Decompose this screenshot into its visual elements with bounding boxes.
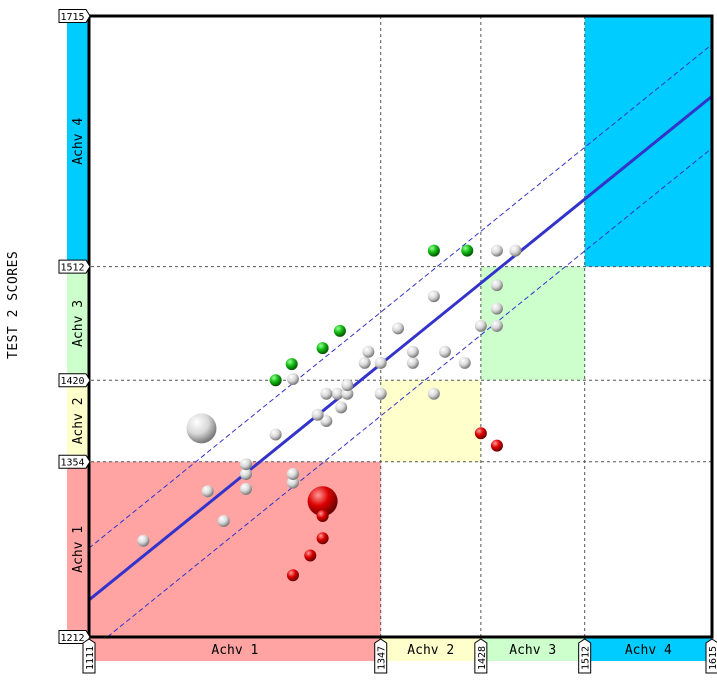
regression-lines: [89, 44, 712, 637]
y-band-strip-1: [67, 461, 89, 637]
data-point: [427, 244, 440, 257]
data-point: [374, 356, 387, 369]
y-tick-tag: [58, 454, 91, 469]
data-point: [269, 428, 282, 441]
y-tick-label: 1715: [60, 12, 84, 23]
axis-labels: Achv 1 Achv 2 Achv 3 Achv 4 Achv 1 Achv 2 Achv…: [58, 9, 717, 674]
data-point: [269, 374, 282, 387]
data-point: [137, 534, 150, 547]
data-point: [239, 482, 252, 495]
data-point: [392, 322, 405, 335]
data-point: [320, 387, 333, 400]
data-point: [490, 439, 503, 452]
x-band-label-3: Achv 3: [509, 643, 556, 658]
achv-box-1: [89, 461, 381, 637]
data-point: [358, 356, 371, 369]
x-band-strip-3: [480, 637, 585, 661]
data-point: [239, 468, 252, 481]
data-point: [316, 342, 329, 355]
y-tick-label: 1212: [60, 633, 84, 644]
y-band-label-2: Achv 2: [71, 397, 86, 444]
data-point: [341, 379, 354, 392]
data-point: [316, 510, 329, 523]
data-point: [333, 324, 346, 337]
data-point: [341, 387, 354, 400]
x-band-label-2: Achv 2: [407, 643, 454, 658]
x-tick-tag: [374, 638, 388, 674]
plot-frame: [87, 14, 714, 639]
data-point: [331, 387, 344, 400]
data-point: [474, 427, 487, 440]
data-point: [490, 319, 503, 332]
data-point: [307, 486, 338, 517]
x-tick-label: 1347: [377, 646, 388, 670]
data-point: [286, 476, 299, 489]
y-band-strip-4: [67, 16, 89, 267]
x-tick-tag: [578, 638, 592, 674]
data-point: [406, 356, 419, 369]
y-band-label-3: Achv 3: [71, 300, 86, 347]
data-point: [406, 345, 419, 358]
plot-border: [87, 14, 714, 639]
x-band-label-1: Achv 1: [211, 643, 258, 658]
data-point: [427, 290, 440, 303]
data-point: [509, 244, 522, 257]
x-band-strip-1: [89, 637, 381, 661]
data-point: [286, 468, 299, 481]
data-point: [362, 345, 375, 358]
x-tick-label: 1512: [581, 646, 592, 670]
confidence-line: [89, 44, 712, 549]
x-tick-tag: [474, 638, 488, 674]
data-point: [320, 414, 333, 427]
data-point: [458, 356, 471, 369]
data-point: [286, 569, 299, 582]
data-point: [474, 319, 487, 332]
x-tick-label: 1111: [85, 646, 96, 670]
y-band-label-4: Achv 4: [71, 118, 86, 165]
data-point: [286, 372, 299, 385]
y-tick-tag: [58, 259, 91, 274]
data-point: [304, 549, 317, 562]
x-tick-tag: [705, 638, 717, 674]
data-point: [201, 485, 214, 498]
y-tick-tag: [58, 373, 91, 388]
x-tick-tag: [82, 638, 96, 674]
data-point: [490, 244, 503, 257]
data-point: [335, 401, 348, 414]
confidence-line: [106, 147, 712, 637]
data-point: [374, 387, 387, 400]
x-tick-label: 1428: [477, 646, 488, 670]
y-band-strip-3: [67, 266, 89, 381]
data-point: [217, 514, 230, 527]
x-band-label-4: Achv 4: [625, 643, 672, 658]
y-tick-tag: [58, 9, 91, 23]
data-point: [311, 408, 324, 421]
achv-box-4: [584, 16, 712, 267]
achievement-bands: [67, 16, 712, 661]
data-point: [490, 302, 503, 315]
y-tick-label: 1420: [60, 376, 84, 387]
y-tick-label: 1354: [60, 458, 84, 469]
data-points: [137, 244, 522, 582]
y-band-label-1: Achv 1: [71, 526, 86, 573]
y-band-strip-2: [67, 380, 89, 462]
x-band-strip-4: [584, 637, 712, 661]
y-tick-label: 1512: [60, 263, 84, 274]
x-band-strip-2: [380, 637, 481, 661]
data-point: [186, 413, 217, 444]
y-axis-title: TEST 2 SCORES: [6, 250, 21, 360]
data-point: [490, 279, 503, 292]
data-point: [316, 532, 329, 545]
data-point: [439, 345, 451, 358]
data-point: [285, 358, 298, 371]
data-point: [239, 458, 252, 471]
data-point: [461, 244, 474, 257]
data-point: [427, 387, 440, 400]
regression-line: [89, 95, 712, 602]
x-tick-label: 1615: [708, 646, 717, 670]
